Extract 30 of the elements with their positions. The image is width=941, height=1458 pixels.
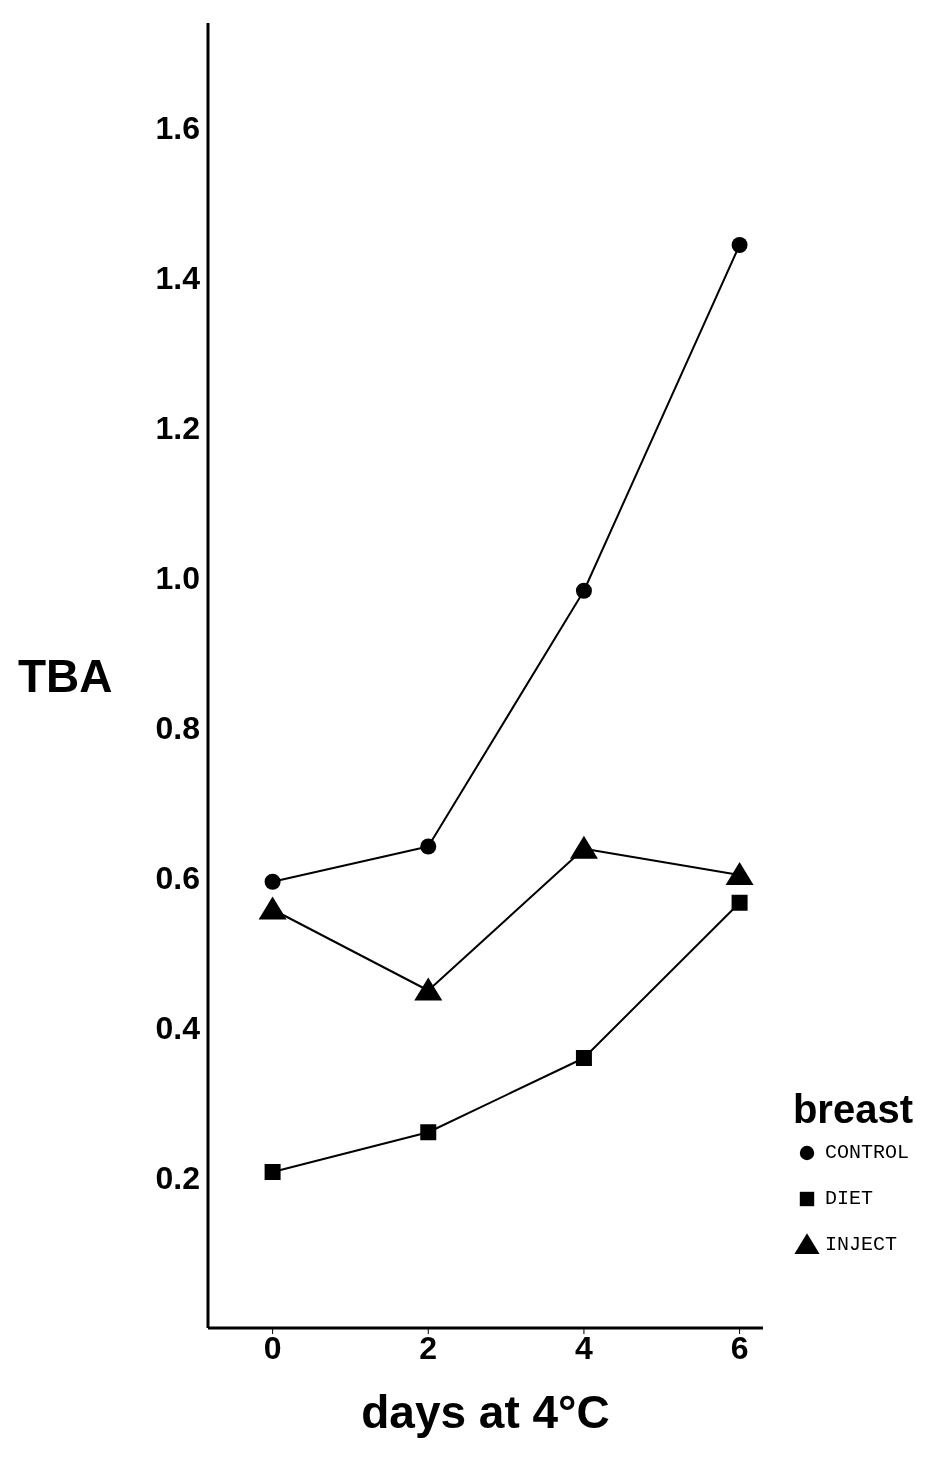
point [420, 838, 437, 855]
point [731, 237, 748, 253]
x-axis-title: days at 4°C [361, 1386, 610, 1438]
x-tick-label: 6 [730, 1329, 749, 1366]
y-tick-label: 1.6 [155, 110, 200, 147]
point [420, 1124, 437, 1141]
y-tick-label: 0.4 [155, 1010, 201, 1047]
y-tick-label: 1.2 [155, 410, 200, 447]
point [264, 873, 281, 890]
legend-label: INJECT [824, 1232, 897, 1256]
y-tick-label: 0.8 [155, 710, 200, 747]
point [725, 862, 754, 885]
point [575, 582, 592, 599]
y-tick-label: 0.2 [155, 1160, 200, 1197]
point [414, 977, 443, 1001]
point [569, 835, 598, 859]
point [264, 1164, 281, 1180]
legend-label: CONTROL [824, 1140, 909, 1164]
x-tick-label: 4 [575, 1329, 594, 1366]
x-tick-label: 2 [419, 1329, 438, 1366]
y-tick-label: 1.4 [155, 260, 201, 297]
legend-title: breast [792, 1087, 913, 1132]
point [575, 1050, 592, 1066]
y-axis-title: TBA [18, 649, 113, 702]
point [258, 896, 287, 920]
x-tick-label: 0 [263, 1329, 282, 1366]
legend-label: DIET [824, 1186, 873, 1210]
point [731, 894, 748, 911]
y-tick-label: 1.0 [155, 560, 200, 597]
y-tick-label: 0.6 [155, 860, 200, 897]
